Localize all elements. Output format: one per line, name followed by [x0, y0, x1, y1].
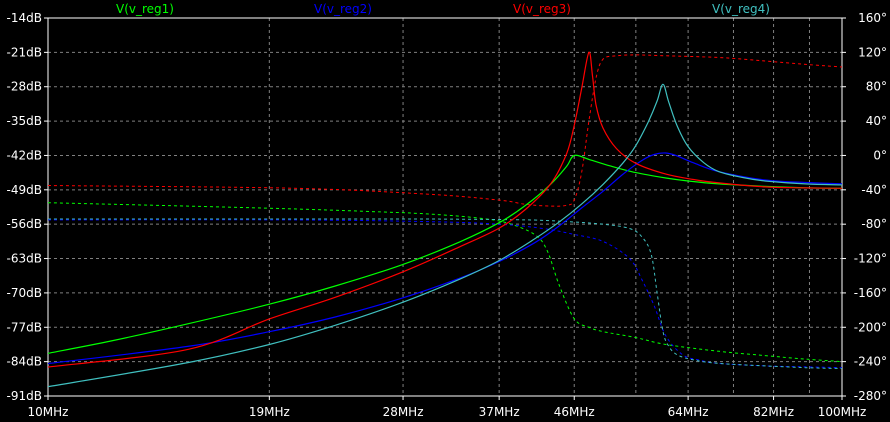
right-tick-label: -240°: [854, 355, 887, 369]
x-tick-label: 64MHz: [668, 405, 709, 419]
legend-entry-2: V(v_reg2): [314, 2, 372, 16]
series-traces: [47, 51, 843, 388]
right-tick-label: -120°: [854, 252, 887, 266]
left-tick-label: -77dB: [7, 320, 42, 334]
series-1-magnitude-line: [47, 154, 843, 354]
x-tick-label: 37MHz: [479, 405, 520, 419]
right-tick-label: -160°: [854, 286, 887, 300]
right-tick-label: -80°: [861, 217, 887, 231]
series-2-phase-line: [47, 219, 843, 369]
series-4-magnitude-line: [47, 83, 843, 388]
grid-lines: [47, 17, 843, 397]
left-tick-label: -91dB: [7, 389, 42, 403]
left-tick-label: -56dB: [7, 217, 42, 231]
legend-entry-4: V(v_reg4): [712, 2, 770, 16]
legend-entry-3: V(v_reg3): [513, 2, 571, 16]
left-tick-label: -21dB: [7, 45, 42, 59]
right-tick-label: 40°: [866, 114, 887, 128]
x-axis-labels: 10MHz 19MHz 28MHz 37MHz 46MHz 64MHz 82MHz 100MH…: [28, 396, 867, 419]
x-tick-label: 100MHz: [818, 405, 867, 419]
right-tick-label: 80°: [866, 80, 887, 94]
right-tick-label: -40°: [861, 183, 887, 197]
right-tick-label: 160°: [858, 11, 887, 25]
legend-entry-1: V(v_reg1): [116, 2, 174, 16]
x-tick-label: 82MHz: [753, 405, 794, 419]
x-tick-label: 28MHz: [383, 405, 424, 419]
x-tick-label: 46MHz: [554, 405, 595, 419]
left-tick-label: -42dB: [7, 148, 42, 162]
series-4-phase-line: [47, 218, 843, 369]
plot-frame: [47, 17, 843, 397]
right-tick-label: -200°: [854, 320, 887, 334]
left-tick-label: -14dB: [7, 11, 42, 25]
series-2-magnitude-line: [47, 152, 843, 365]
left-axis-labels: -14dB -21dB -28dB -35dB -42dB -49dB -56dB -63dB…: [7, 11, 48, 403]
legend: V(v_reg1) V(v_reg2) V(v_reg3) V(v_reg4): [116, 2, 770, 16]
right-axis-labels: 160° 120° 80° 40° 0° -40° -80° -120° -160° -200° -…: [842, 11, 887, 403]
x-tick-label: 19MHz: [249, 405, 290, 419]
left-tick-label: -63dB: [7, 252, 42, 266]
x-tick-label: 10MHz: [28, 405, 69, 419]
series-1-phase-line: [47, 202, 843, 363]
right-tick-label: -280°: [854, 389, 887, 403]
left-tick-label: -49dB: [7, 183, 42, 197]
right-tick-label: 0°: [873, 148, 887, 162]
left-tick-label: -35dB: [7, 114, 42, 128]
left-tick-label: -70dB: [7, 286, 42, 300]
left-tick-label: -84dB: [7, 355, 42, 369]
left-tick-label: -28dB: [7, 80, 42, 94]
series-3-magnitude-line: [47, 51, 843, 368]
right-tick-label: 120°: [858, 45, 887, 59]
